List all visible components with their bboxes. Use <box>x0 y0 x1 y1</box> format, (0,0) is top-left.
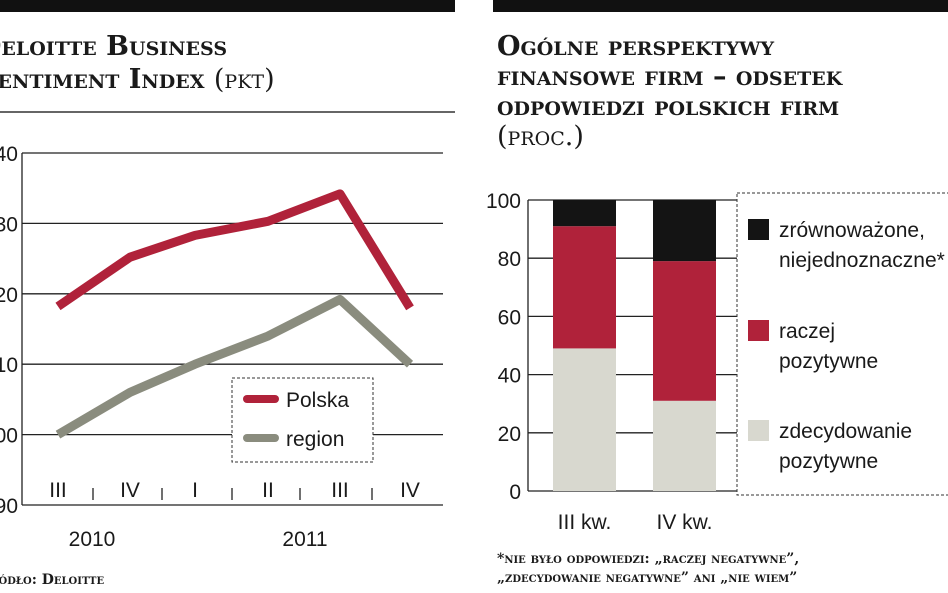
title-line: Ogólne perspektywy <box>497 31 775 62</box>
chart-title: Ogólne perspektywy finansowe firm – odset… <box>497 31 844 152</box>
source: Źródło: Deloitte <box>0 570 104 588</box>
bar-segment <box>653 400 716 491</box>
label-line: niejednoznaczne* <box>779 249 945 272</box>
chart-title: Deloitte Business Sentiment Index (pkt) <box>0 31 275 95</box>
y-tick-label: 120 <box>0 284 18 307</box>
x-tick-label: IV <box>120 479 140 502</box>
legend-label: raczej pozytywne <box>779 320 878 373</box>
header-bar <box>493 0 948 12</box>
line-series <box>55 189 414 311</box>
legend-box <box>736 192 948 496</box>
footnote: *nie było odpowiedzi: „raczej negatywne”… <box>497 551 804 586</box>
label-line: pozytywne <box>779 350 878 373</box>
x-tick-label: III <box>331 479 349 502</box>
x-tick-label: I <box>192 479 198 502</box>
bar-segment <box>553 348 616 491</box>
label-line: raczej <box>779 320 835 343</box>
footnote-line: „zdecydowanie negatywne” ani „nie wiem” <box>497 570 797 586</box>
y-tick-label: 40 <box>498 365 521 388</box>
label-line: pozytywne <box>779 450 878 473</box>
y-tick-label: 100 <box>0 425 18 448</box>
y-tick-label: 90 <box>0 495 18 518</box>
bar-segment <box>653 200 716 262</box>
legend-box <box>231 377 374 463</box>
bar-segment <box>553 226 616 349</box>
legend-swatch <box>748 219 769 240</box>
legend-label: region <box>286 428 344 451</box>
y-tick-label: 60 <box>498 306 521 329</box>
footnote-line: *nie było odpowiedzi: „raczej negatywne”… <box>497 551 804 567</box>
year-label: 2011 <box>282 528 327 551</box>
x-tick-label: IV <box>400 479 420 502</box>
y-tick-label: 140 <box>0 143 18 166</box>
legend-swatch <box>748 420 769 441</box>
header-bar <box>0 0 455 12</box>
y-tick-label: 130 <box>0 213 18 236</box>
legend-label: zrównoważone, niejednoznaczne* <box>779 219 945 272</box>
title-line: odpowiedzi polskich firm <box>497 91 839 122</box>
year-label: 2010 <box>69 528 116 551</box>
title-line: Deloitte Business <box>0 31 227 62</box>
legend-swatch <box>748 320 769 341</box>
chart-unit: (pkt) <box>214 64 275 95</box>
bar-segment <box>553 200 616 227</box>
title-line: Sentiment Index <box>0 64 214 95</box>
x-tick-label: III kw. <box>558 511 612 534</box>
title-line: finansowe firm – odsetek <box>497 61 844 92</box>
line-series <box>55 294 414 439</box>
y-tick-label: 0 <box>509 481 521 504</box>
y-tick-label: 100 <box>486 190 521 213</box>
bar-segment <box>653 261 716 401</box>
legend-label: zdecydowanie pozytywne <box>779 420 912 473</box>
label-line: zdecydowanie <box>779 420 912 443</box>
label-line: zrównoważone, <box>779 219 925 242</box>
y-tick-label: 80 <box>498 248 521 271</box>
y-tick-label: 110 <box>0 354 18 377</box>
x-tick-label: III <box>49 479 67 502</box>
x-tick-label: IV kw. <box>656 511 712 534</box>
chart-unit: (proc.) <box>497 121 584 152</box>
legend-label: Polska <box>286 389 349 412</box>
y-tick-label: 20 <box>498 423 521 446</box>
x-tick-label: II <box>262 479 274 502</box>
